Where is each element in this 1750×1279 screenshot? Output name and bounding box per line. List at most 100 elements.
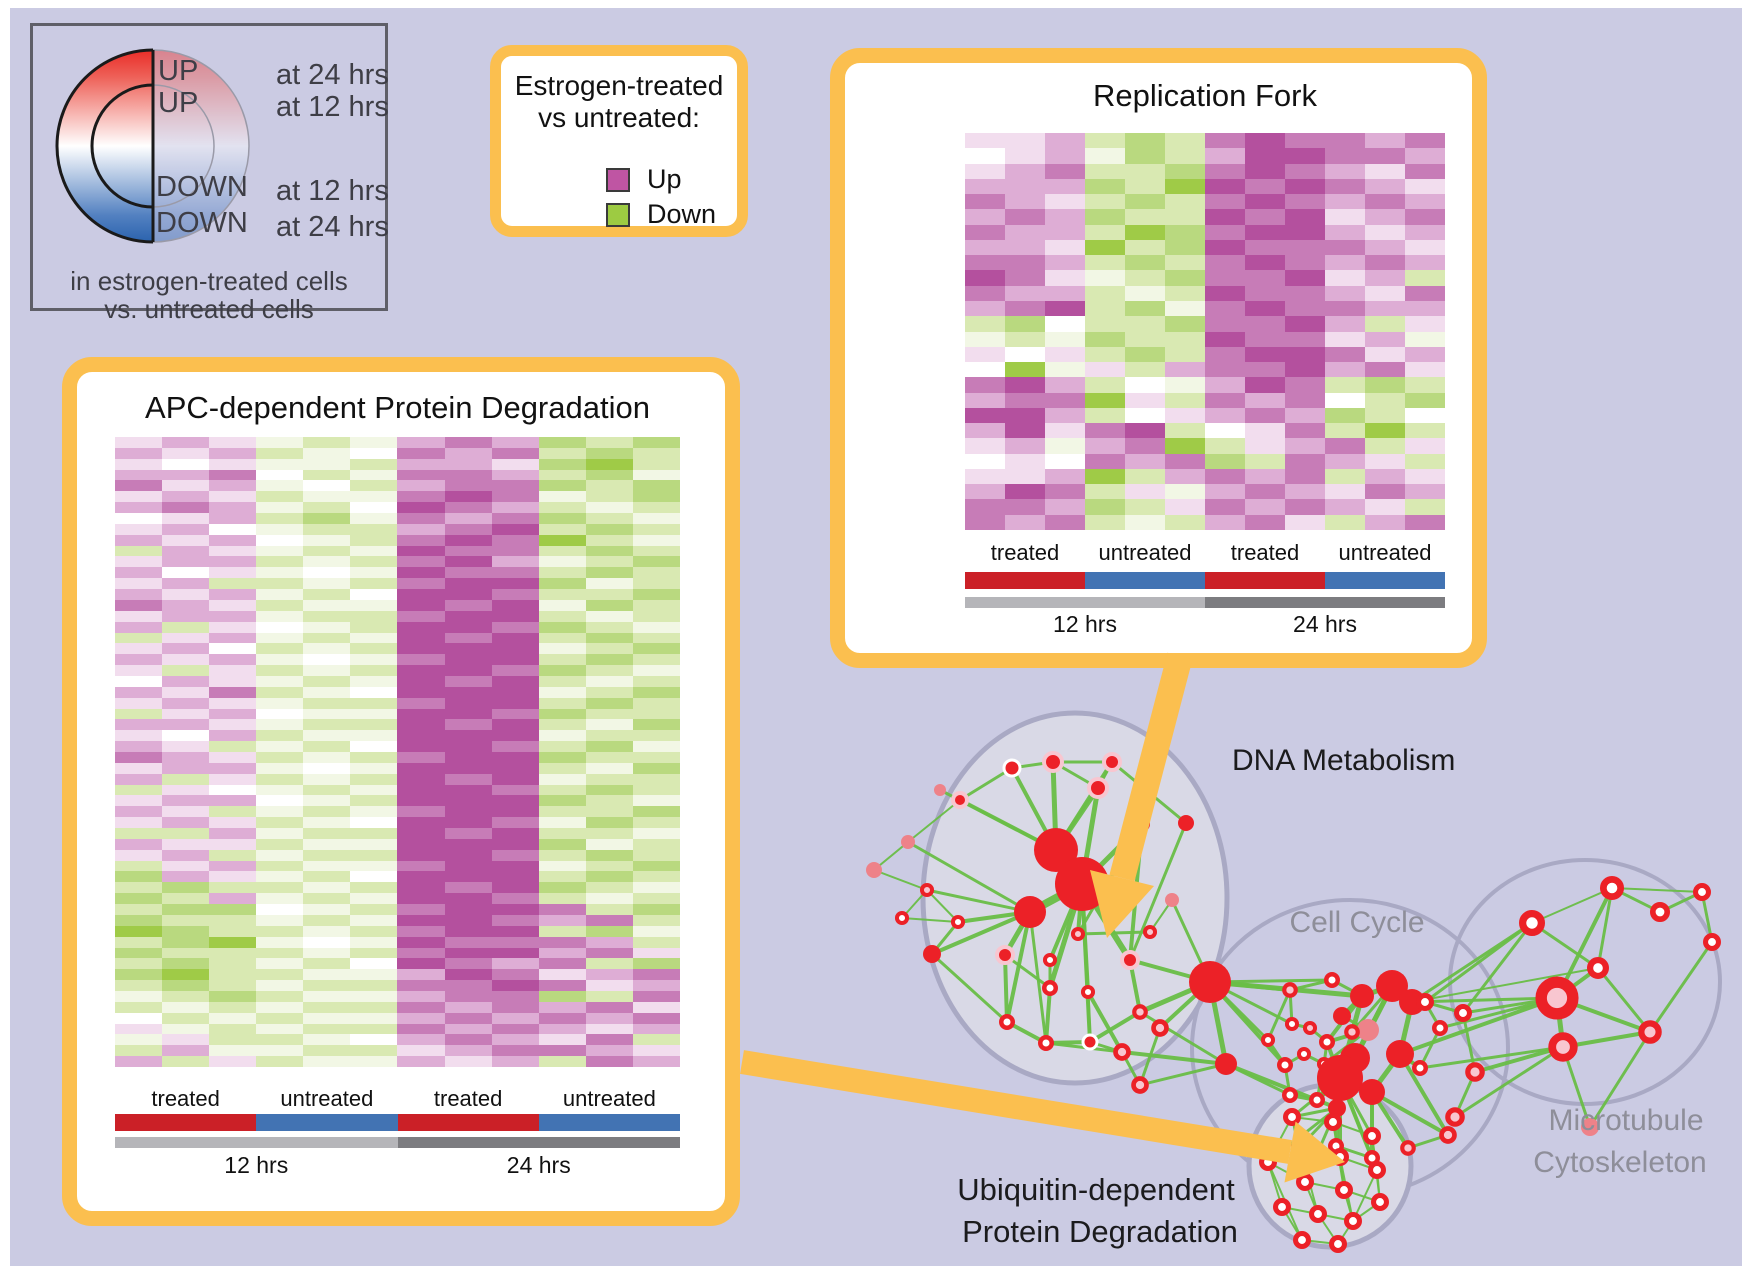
legend-footer-line2: vs. untreated cells — [104, 294, 314, 324]
heatmap-cell — [397, 447, 445, 459]
heatmap-cell — [444, 643, 492, 655]
heatmap-cell — [397, 904, 445, 915]
heatmap-cell — [632, 773, 680, 785]
heatmap-cell — [162, 675, 210, 687]
heatmap-cell — [1285, 163, 1325, 179]
heatmap-cell — [585, 860, 633, 872]
heatmap-cell — [585, 578, 633, 590]
heatmap-cell — [1045, 453, 1085, 469]
heatmap-cell — [1165, 270, 1205, 286]
heatmap-cell — [491, 947, 539, 959]
heatmap-cell — [585, 1023, 633, 1035]
heatmap-cell — [115, 469, 163, 481]
heatmap-cell — [256, 719, 304, 731]
heatmap-cell — [491, 708, 539, 720]
heatmap-cell — [444, 469, 492, 481]
heatmap-cell — [209, 838, 257, 850]
heatmap-cell — [585, 969, 633, 981]
heatmap-cell — [632, 838, 680, 850]
heatmap-cell — [965, 346, 1005, 363]
heatmap-cell — [1365, 484, 1405, 500]
heatmap-cell — [1285, 514, 1325, 530]
heatmap-cell — [1085, 468, 1125, 485]
heatmap-cell — [491, 643, 539, 655]
heatmap-cell — [303, 675, 351, 687]
heatmap-cell — [397, 806, 445, 818]
heatmap-cell — [491, 925, 539, 937]
heatmap-cell — [1205, 346, 1245, 363]
heatmap-cell — [209, 806, 257, 818]
heatmap-cell — [256, 882, 304, 894]
heatmap-cell — [256, 730, 304, 742]
heatmap-cell — [1285, 194, 1325, 210]
heatmap-cell — [303, 469, 351, 481]
heatmap-cell — [303, 752, 351, 763]
heatmap-cell — [303, 882, 351, 894]
heatmap-cell — [1205, 514, 1245, 530]
heatmap-cell — [303, 860, 351, 872]
heatmap-cell — [1325, 438, 1365, 454]
heatmap-cell — [303, 990, 351, 1002]
heatmap-cell — [209, 654, 257, 666]
heatmap-cell — [538, 545, 586, 557]
heatmap-cell — [350, 708, 398, 720]
heatmap-cell — [1045, 377, 1085, 393]
heatmap-cell — [1085, 484, 1125, 500]
heatmap-cell — [115, 773, 163, 785]
heatmap-cell — [350, 969, 398, 981]
heatmap-cell — [397, 828, 445, 839]
heatmap-cell — [1045, 346, 1085, 363]
heatmap-cell — [162, 567, 210, 579]
heatmap-cell — [585, 589, 633, 600]
heatmap-cell — [538, 686, 586, 698]
heatmap-cell — [350, 697, 398, 709]
heatmap-cell — [1405, 453, 1445, 469]
heatmap-cell — [350, 491, 398, 503]
heatmap-cell — [1165, 377, 1205, 393]
heatmap-cell — [1405, 300, 1445, 317]
heatmap-cell — [162, 458, 210, 470]
heatmap-cell — [1005, 148, 1045, 164]
condition-label: treated — [990, 540, 1060, 565]
heatmap-cell — [115, 708, 163, 720]
heatmap-cell — [444, 958, 492, 970]
heatmap-cell — [1325, 407, 1365, 424]
heatmap-cell — [632, 523, 680, 535]
heatmap-cell — [162, 534, 210, 546]
heatmap-cell — [632, 513, 680, 524]
down-outer-time: at 24 hrs — [276, 211, 389, 243]
heatmap-cell — [209, 556, 257, 568]
apc-time-labels: 12 hrs 24 hrs — [115, 1152, 680, 1179]
heatmap-cell — [350, 860, 398, 872]
heatmap-cell — [1085, 239, 1125, 256]
apc-heatmap — [115, 437, 680, 1067]
heatmap-cell — [585, 1056, 633, 1067]
heatmap-cell — [350, 686, 398, 698]
heatmap-cell — [303, 643, 351, 655]
heatmap-cell — [444, 914, 492, 926]
heatmap-cell — [444, 838, 492, 850]
heatmap-cell — [209, 773, 257, 785]
heatmap-cell — [585, 599, 633, 611]
apc-condition-labels: treated untreated treated untreated — [115, 1086, 680, 1112]
heatmap-cell — [585, 795, 633, 807]
heatmap-cell — [1325, 499, 1365, 515]
heatmap-cell — [397, 654, 445, 666]
heatmap-cell — [538, 947, 586, 959]
heatmap-cell — [115, 904, 163, 915]
heatmap-cell — [1125, 209, 1165, 225]
heatmap-cell — [350, 1056, 398, 1067]
heatmap-cell — [491, 806, 539, 818]
heatmap-cell — [209, 871, 257, 883]
heatmap-cell — [1405, 316, 1445, 332]
heatmap-cell — [1085, 377, 1125, 393]
heatmap-cell — [1085, 407, 1125, 424]
apc-condition-bar — [115, 1114, 680, 1131]
heatmap-cell — [1205, 224, 1245, 240]
heatmap-cell — [444, 708, 492, 720]
condition-bar-segment — [1325, 572, 1445, 589]
heatmap-cell — [632, 871, 680, 883]
heatmap-cell — [1085, 362, 1125, 378]
heatmap-cell — [491, 1034, 539, 1046]
heatmap-cell — [256, 914, 304, 926]
